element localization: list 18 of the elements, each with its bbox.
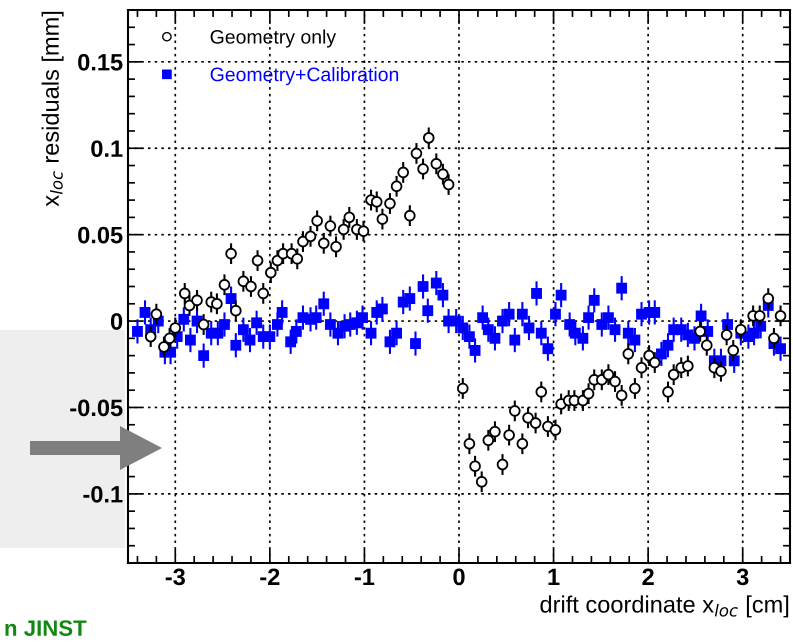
y-tick-label: -0.1 <box>83 486 122 503</box>
text: n JINST <box>5 620 86 636</box>
x-tick-label: 2 <box>642 568 654 585</box>
y-tick-label: 0 <box>110 313 122 330</box>
legend-label: Geometry+Calibration <box>210 67 398 86</box>
x-tick-label: 1 <box>548 568 560 585</box>
x-tick-label: 0 <box>453 568 465 586</box>
x-tick-label: -1 <box>354 568 374 585</box>
y-tick-label: -0.05 <box>70 400 122 416</box>
x-tick-label: -2 <box>260 568 280 585</box>
legend-label: Geometry only <box>210 29 336 48</box>
y-tick-label: 0.05 <box>78 226 122 244</box>
y-tick-label: 0.1 <box>91 140 122 158</box>
y-tick-label: 0.15 <box>78 54 122 71</box>
y-axis-title: x$_{loc}$ residuals [mm] <box>42 12 64 206</box>
x-tick-label: -3 <box>166 568 185 586</box>
x-axis-title: drift coordinate x$_{loc}$ [cm] <box>540 595 788 618</box>
x-tick-label: 3 <box>736 568 748 586</box>
